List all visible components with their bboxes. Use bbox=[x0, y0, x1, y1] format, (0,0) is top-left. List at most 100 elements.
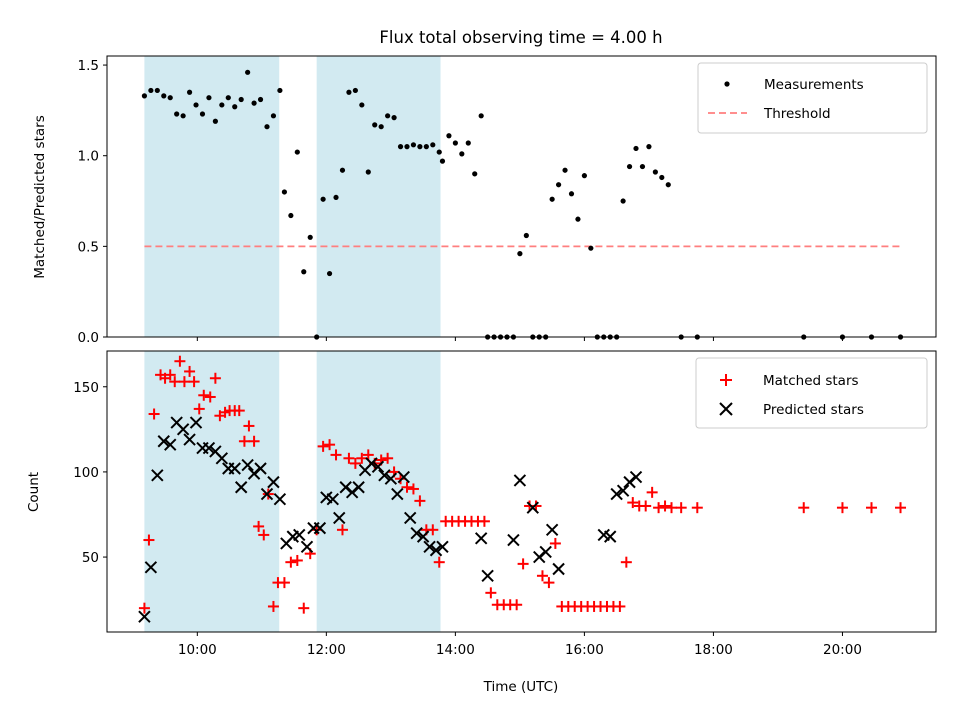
predicted-stars-point bbox=[254, 462, 267, 475]
measurements-point bbox=[277, 87, 283, 94]
count-y-axis-label: Count bbox=[26, 472, 42, 512]
predicted-stars-point bbox=[234, 481, 248, 494]
matched-stars-point bbox=[665, 502, 677, 514]
matched-stars-point bbox=[536, 570, 548, 582]
measurements-point bbox=[251, 100, 257, 106]
predicted-stars-point bbox=[273, 492, 287, 506]
measurements-point bbox=[307, 234, 313, 240]
predicted-stars-point bbox=[313, 521, 327, 535]
matched-stars-point bbox=[511, 599, 523, 611]
measurements-point bbox=[281, 189, 288, 195]
matched-stars-point bbox=[233, 405, 245, 417]
predicted-stars-point bbox=[151, 469, 164, 482]
measurements-point bbox=[665, 182, 671, 188]
predicted-stars-point bbox=[545, 523, 559, 537]
x-tick-label: 10:00 bbox=[178, 642, 217, 658]
measurements-point bbox=[626, 163, 633, 170]
measurements-point bbox=[439, 158, 446, 164]
measurements-point bbox=[659, 174, 665, 181]
measurements-point bbox=[288, 212, 294, 219]
measurements-point bbox=[212, 118, 218, 124]
legend-predicted-label: Predicted stars bbox=[763, 402, 864, 418]
measurements-point bbox=[397, 144, 404, 150]
x-tick-label: 20:00 bbox=[823, 642, 862, 658]
measurements-point bbox=[523, 232, 529, 239]
matched-stars-point bbox=[478, 515, 490, 527]
matched-stars-point bbox=[343, 452, 355, 464]
matched-stars-point bbox=[646, 486, 658, 498]
measurements-point bbox=[478, 113, 484, 119]
matched-stars-point bbox=[485, 587, 497, 599]
matched-stars-point bbox=[267, 600, 279, 612]
measurements-point bbox=[417, 144, 423, 150]
matched-stars-point bbox=[253, 520, 265, 532]
legend-threshold-label: Threshold bbox=[763, 106, 831, 122]
matched-stars-point bbox=[198, 389, 210, 401]
predicted-stars-point bbox=[333, 511, 346, 525]
predicted-stars-point bbox=[202, 441, 216, 455]
matched-stars-point bbox=[614, 600, 626, 612]
measurements-point bbox=[141, 93, 148, 99]
matched-stars-point bbox=[169, 376, 181, 388]
matched-stars-point bbox=[407, 483, 419, 495]
matched-stars-point bbox=[248, 435, 260, 447]
measurements-point bbox=[385, 113, 391, 119]
matched-stars-point bbox=[362, 449, 374, 461]
measurements-point bbox=[472, 171, 478, 177]
matched-stars-point bbox=[659, 500, 671, 512]
measurements-point bbox=[575, 216, 581, 222]
measurements-point bbox=[568, 191, 575, 197]
measurements-point bbox=[264, 124, 270, 130]
predicted-stars-point bbox=[384, 472, 398, 485]
matched-stars-point bbox=[549, 537, 561, 549]
matched-stars-point bbox=[138, 602, 150, 614]
y-tick-label: 100 bbox=[73, 465, 99, 481]
y-tick-label: 150 bbox=[73, 380, 99, 396]
measurements-point bbox=[446, 133, 452, 139]
matched-stars-point bbox=[836, 502, 848, 514]
matched-stars-point bbox=[291, 554, 303, 566]
predicted-stars-point bbox=[481, 569, 494, 583]
matched-stars-point bbox=[193, 403, 205, 415]
measurements-point bbox=[562, 167, 568, 173]
measurements-point bbox=[359, 102, 365, 108]
measurements-point bbox=[154, 87, 160, 94]
y-tick-label: 1.5 bbox=[78, 58, 99, 74]
matched-stars-point bbox=[324, 439, 336, 451]
observing-window-2 bbox=[316, 351, 441, 632]
predicted-stars-point bbox=[189, 416, 203, 429]
matched-stars-point bbox=[640, 500, 652, 512]
predicted-stars-point bbox=[176, 423, 190, 436]
measurements-point bbox=[180, 113, 186, 119]
predicted-stars-point bbox=[300, 540, 314, 554]
matched-stars-point bbox=[336, 524, 348, 536]
predicted-stars-point bbox=[429, 544, 443, 557]
predicted-stars-point bbox=[138, 610, 151, 623]
measurements-point bbox=[193, 102, 199, 108]
predicted-stars-point bbox=[164, 438, 177, 451]
measurements-point bbox=[352, 87, 358, 94]
predicted-stars-point bbox=[397, 470, 410, 484]
x-tick-label: 12:00 bbox=[307, 642, 346, 658]
matched-stars-point bbox=[401, 481, 413, 493]
predicted-stars-point bbox=[267, 475, 280, 489]
ratio-y-axis-label: Matched/Predicted stars bbox=[32, 115, 48, 278]
matched-stars-point bbox=[517, 558, 529, 570]
measurements-point bbox=[199, 111, 206, 117]
x-axis-label: Time (UTC) bbox=[483, 679, 559, 695]
observing-window-1 bbox=[144, 56, 280, 337]
matched-stars-point bbox=[174, 355, 186, 367]
y-tick-label: 1.0 bbox=[78, 149, 99, 165]
measurements-point bbox=[238, 96, 244, 103]
measurements-point bbox=[339, 167, 346, 173]
measurements-point bbox=[436, 149, 442, 155]
matched-stars-point bbox=[204, 391, 216, 403]
predicted-stars-point bbox=[603, 530, 617, 543]
legend-matched-label: Matched stars bbox=[763, 373, 859, 389]
predicted-stars-point bbox=[552, 562, 565, 576]
measurements-point bbox=[225, 95, 231, 101]
measurements-point bbox=[391, 115, 397, 121]
y-tick-label: 0.0 bbox=[78, 330, 99, 346]
predicted-stars-point bbox=[629, 470, 643, 484]
